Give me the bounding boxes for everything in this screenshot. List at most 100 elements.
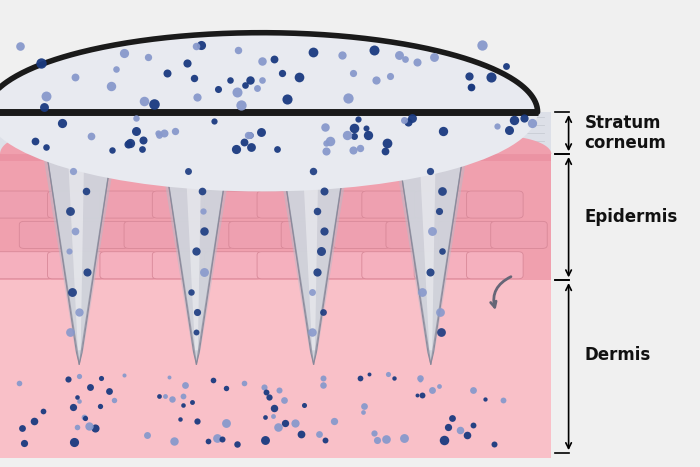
Point — [434, 382, 445, 390]
FancyBboxPatch shape — [257, 252, 314, 279]
Polygon shape — [206, 135, 304, 154]
Point — [433, 207, 444, 215]
FancyBboxPatch shape — [362, 252, 419, 279]
Point — [29, 417, 40, 425]
Point — [342, 95, 354, 102]
FancyBboxPatch shape — [491, 221, 547, 248]
Point — [183, 167, 194, 175]
Text: Stratum
corneum: Stratum corneum — [584, 113, 666, 153]
Point — [407, 114, 418, 121]
Point — [393, 52, 405, 59]
Point — [85, 133, 97, 140]
Polygon shape — [89, 135, 186, 154]
Point — [220, 419, 232, 427]
Point — [137, 145, 148, 152]
Point — [69, 73, 80, 81]
Point — [363, 371, 374, 378]
Point — [414, 375, 426, 382]
Point — [148, 100, 160, 108]
Polygon shape — [276, 149, 351, 364]
Point — [384, 72, 395, 79]
Point — [427, 227, 438, 235]
Point — [488, 440, 499, 447]
FancyBboxPatch shape — [438, 221, 495, 248]
Point — [104, 388, 115, 395]
Point — [142, 53, 153, 60]
Point — [212, 85, 223, 93]
Point — [35, 59, 46, 67]
Text: Dermis: Dermis — [584, 346, 651, 364]
Point — [231, 440, 242, 447]
Point — [179, 382, 190, 389]
Point — [190, 328, 201, 336]
Point — [256, 57, 267, 65]
Point — [232, 46, 244, 53]
Point — [244, 131, 256, 138]
Point — [318, 382, 329, 389]
Point — [244, 132, 256, 139]
Point — [298, 401, 309, 409]
FancyBboxPatch shape — [153, 252, 209, 279]
Point — [67, 403, 78, 411]
Point — [220, 384, 232, 391]
FancyBboxPatch shape — [124, 221, 181, 248]
Point — [476, 41, 487, 48]
Point — [178, 393, 189, 400]
Point — [243, 132, 254, 139]
Point — [106, 147, 118, 154]
Point — [94, 402, 105, 410]
Point — [271, 145, 282, 152]
Point — [260, 436, 271, 443]
Point — [240, 81, 251, 89]
Polygon shape — [281, 149, 346, 364]
FancyBboxPatch shape — [71, 221, 128, 248]
Point — [74, 308, 85, 316]
Point — [468, 386, 479, 394]
Point — [181, 60, 193, 67]
Point — [442, 424, 454, 431]
Point — [436, 187, 447, 195]
Point — [504, 126, 515, 134]
Point — [245, 77, 256, 84]
Point — [466, 84, 477, 91]
Point — [319, 124, 330, 131]
Point — [187, 398, 198, 405]
Bar — [0, 154, 552, 280]
Point — [509, 116, 520, 124]
Point — [411, 391, 422, 398]
Point — [110, 65, 121, 72]
Point — [321, 148, 332, 155]
Point — [318, 374, 329, 382]
Ellipse shape — [0, 33, 538, 191]
Polygon shape — [419, 149, 435, 350]
Point — [468, 421, 479, 428]
Point — [119, 49, 130, 57]
Point — [268, 404, 279, 412]
Point — [188, 74, 199, 82]
Point — [96, 375, 107, 382]
FancyBboxPatch shape — [467, 252, 523, 279]
Point — [381, 435, 392, 443]
Point — [89, 424, 100, 432]
Point — [106, 83, 117, 90]
Point — [461, 431, 472, 439]
FancyBboxPatch shape — [281, 221, 337, 248]
Polygon shape — [46, 149, 112, 364]
Point — [358, 403, 370, 410]
Polygon shape — [42, 149, 116, 364]
FancyBboxPatch shape — [48, 252, 104, 279]
FancyBboxPatch shape — [176, 221, 233, 248]
Point — [160, 392, 171, 399]
Point — [463, 73, 475, 80]
Point — [358, 408, 369, 416]
Point — [217, 435, 228, 443]
Point — [73, 397, 84, 405]
Point — [122, 140, 134, 147]
Point — [169, 127, 181, 134]
Point — [64, 328, 76, 336]
Point — [163, 373, 174, 381]
Bar — [0, 112, 552, 154]
Point — [238, 379, 249, 387]
Point — [311, 268, 322, 276]
Point — [174, 415, 186, 423]
